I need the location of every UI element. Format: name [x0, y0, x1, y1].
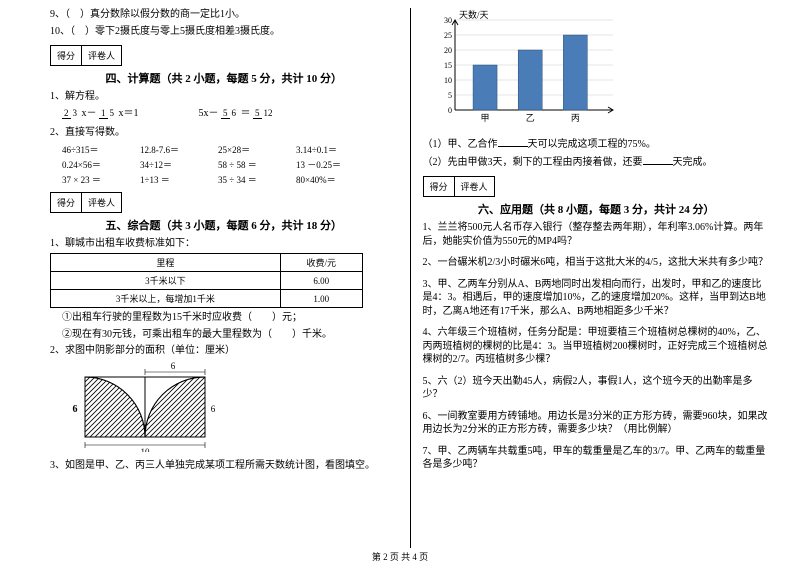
eq2: 5x－ 56 ＝ 512	[199, 107, 275, 121]
grader-label: 评卷人	[82, 46, 121, 65]
svg-text:25: 25	[444, 31, 452, 40]
app-q4: 4、六年级三个班植树，任务分配是：甲班要植三个班植树总棵树的40%，乙、丙两班植…	[423, 326, 771, 367]
svg-text:丙: 丙	[570, 113, 579, 123]
app-q7: 7、甲、乙两辆车共载重5吨，甲车的载重量是乙车的3/7。甲、乙两车的载重量各是多…	[423, 445, 771, 472]
table-row: 3千米以下 6.00	[51, 272, 363, 290]
calc-row: 0.24×56＝ 34÷12＝ 58 ÷ 58 ＝ 13 －0.25＝	[62, 158, 398, 171]
eq1: 23 x－ 15 x＝1	[62, 107, 139, 121]
svg-text:天数/天: 天数/天	[459, 9, 489, 20]
column-divider	[410, 8, 411, 548]
svg-text:乙: 乙	[525, 113, 534, 123]
app-q1: 1、兰兰将500元人名币存入银行（整存整去两年期），年利率3.06%计算。两年后…	[423, 221, 771, 248]
score-box-5: 得分 评卷人	[50, 192, 122, 213]
score-box-6: 得分 评卷人	[423, 176, 495, 197]
calc-row: 37 × 23 ＝ 1÷13 ＝ 35 ÷ 34 ＝ 80×40%＝	[62, 173, 398, 186]
fig-label-right: 6	[211, 404, 216, 414]
section-6-title: 六、应用题（共 8 小题，每题 3 分，共计 24 分）	[423, 201, 771, 217]
svg-text:5: 5	[448, 91, 452, 100]
bar-chart: 天数/天 0 5 10 15 20 25 30 甲 乙 丙	[423, 8, 771, 131]
svg-text:0: 0	[448, 106, 452, 115]
score-label: 得分	[51, 46, 82, 65]
page-footer: 第 2 页 共 4 页	[0, 550, 800, 563]
svg-text:20: 20	[444, 46, 452, 55]
app-q2: 2、一台碾米机2/3小时碾米6吨，相当于这批大米的4/5，这批大米共有多少吨？	[423, 256, 771, 270]
table-row: 里程 收费/元	[51, 254, 363, 272]
q5-1b: ②现在有30元钱，可乘出租车的最大里程数为（ ）千米。	[50, 328, 398, 342]
svg-text:甲: 甲	[480, 113, 489, 123]
fare-table: 里程 收费/元 3千米以下 6.00 3千米以上，每增加1千米 1.00	[50, 253, 363, 308]
equation-row: 23 x－ 15 x＝1 5x－ 56 ＝ 512	[50, 107, 398, 121]
svg-text:15: 15	[444, 61, 452, 70]
right-column: 天数/天 0 5 10 15 20 25 30 甲 乙 丙 （1）甲、乙合作天可以完成这项工程的75…	[423, 8, 771, 548]
table-row: 3千米以上，每增加1千米 1.00	[51, 290, 363, 308]
calc2-title: 2、直接写得数。	[50, 126, 398, 140]
q5-2: 2、求图中阴影部分的面积（单位：厘米）	[50, 344, 398, 358]
calc-row: 46÷315＝ 12.8-7.6＝ 25×28＝ 3.14÷0.1＝	[62, 143, 398, 156]
section-5-title: 五、综合题（共 3 小题，每题 6 分，共计 18 分）	[50, 217, 398, 233]
fig-label-top: 6	[171, 362, 176, 371]
chart-q2: （2）先由甲做3天，剩下的工程由丙接着做，还要天完成。	[423, 155, 771, 170]
judge-q9: 9、（ ）真分数除以假分数的商一定比1小。	[50, 8, 398, 22]
chart-q1: （1）甲、乙合作天可以完成这项工程的75%。	[423, 137, 771, 152]
score-box-4: 得分 评卷人	[50, 45, 122, 66]
app-q5: 5、六（2）班今天出勤45人，病假2人，事假1人，这个班今天的出勤率是多少？	[423, 375, 771, 402]
fig-label-bottom: 10	[141, 447, 151, 452]
left-column: 9、（ ）真分数除以假分数的商一定比1小。 10、（ ）零下2摄氏度与零上5摄氏…	[50, 8, 398, 548]
fig-label-left: 6	[73, 404, 78, 415]
svg-text:10: 10	[444, 76, 452, 85]
q5-1a: ①出租车行驶的里程数为15千米时应收费（ ）元；	[50, 311, 398, 325]
app-q3: 3、甲、乙两车分别从A、B两地同时出发相向而行，出发时，甲和乙的速度比是4：3。…	[423, 278, 771, 319]
svg-text:30: 30	[444, 16, 452, 25]
judge-q10: 10、（ ）零下2摄氏度与零上5摄氏度相差3摄氏度。	[50, 25, 398, 39]
section-4-title: 四、计算题（共 2 小题，每题 5 分，共计 10 分）	[50, 70, 398, 86]
q5-1: 1、聊城市出租车收费标准如下：	[50, 237, 398, 251]
app-q6: 6、一间教室要用方砖铺地。用边长是3分米的正方形方砖，需要960块，如果改用边长…	[423, 410, 771, 437]
calc1-title: 1、解方程。	[50, 90, 398, 104]
shaded-figure: 6 6 6 10	[50, 362, 398, 455]
calc-grid: 46÷315＝ 12.8-7.6＝ 25×28＝ 3.14÷0.1＝ 0.24×…	[50, 143, 398, 186]
q5-3: 3、如图是甲、乙、丙三人单独完成某项工程所需天数统计图，看图填空。	[50, 459, 398, 473]
